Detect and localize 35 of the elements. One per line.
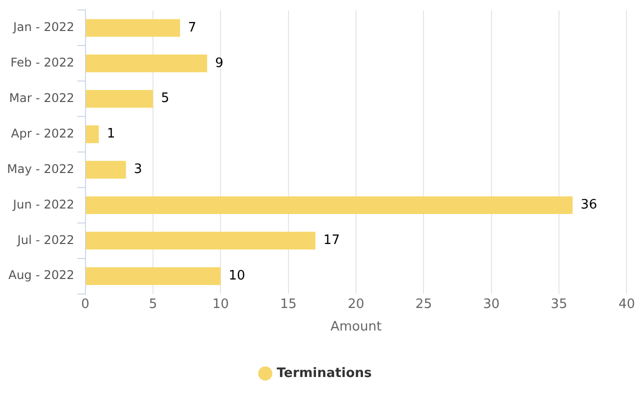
data-label: 17 (323, 233, 340, 248)
x-tick-label: 35 (550, 296, 568, 312)
bar (86, 196, 573, 214)
x-axis-title: Amount (330, 320, 382, 335)
data-label: 36 (580, 198, 598, 213)
y-tick-label: Jun - 2022 (12, 197, 74, 212)
y-tick-label: Apr - 2022 (11, 126, 74, 140)
data-label: 9 (215, 56, 224, 71)
data-label: 5 (160, 91, 170, 106)
x-tick-label: 10 (212, 296, 229, 312)
y-tick-label: Aug - 2022 (8, 268, 74, 282)
x-tick-label: 30 (483, 296, 500, 312)
x-tick-label: 25 (415, 296, 432, 312)
data-label: 3 (134, 162, 142, 178)
bar (86, 232, 316, 250)
x-tick-label: 15 (280, 296, 297, 312)
bar (86, 125, 99, 144)
bar (86, 160, 126, 179)
x-tick-label: 5 (148, 296, 158, 312)
y-tick-label: Mar - 2022 (9, 90, 74, 105)
legend-label: Terminations (276, 366, 372, 381)
y-tick-label: Jul - 2022 (16, 232, 74, 247)
data-label: 7 (188, 20, 196, 36)
bar (86, 19, 180, 37)
y-tick-label: Jan - 2022 (12, 20, 74, 34)
bar (86, 267, 221, 285)
y-tick-label: May - 2022 (6, 162, 74, 176)
y-tick-label: Feb - 2022 (10, 56, 74, 70)
data-label: 10 (228, 268, 246, 284)
x-tick-label: 20 (348, 296, 364, 312)
data-label: 1 (106, 126, 116, 142)
x-tick-label: 0 (81, 296, 90, 312)
bar (86, 90, 153, 108)
bar (86, 54, 208, 72)
x-tick-label: 40 (618, 296, 635, 312)
